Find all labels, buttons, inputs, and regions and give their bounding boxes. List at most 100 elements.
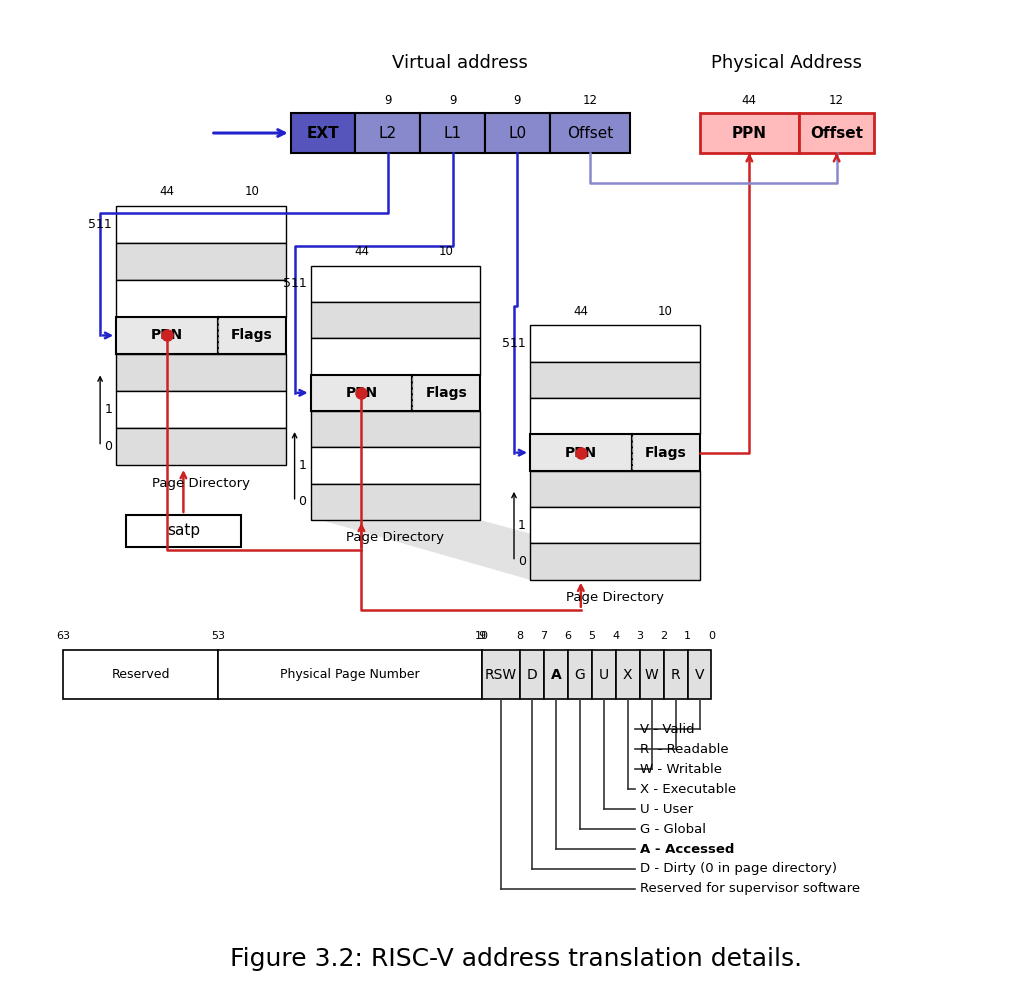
Text: 6: 6	[565, 630, 572, 640]
Text: 10: 10	[475, 630, 489, 640]
Bar	[412, 375, 480, 411]
Bar	[530, 362, 700, 399]
Text: L0: L0	[509, 126, 526, 141]
Text: V - Valid: V - Valid	[640, 723, 695, 736]
Bar	[218, 317, 286, 354]
Bar	[632, 435, 700, 471]
Text: EXT: EXT	[307, 126, 340, 141]
Bar	[700, 113, 799, 153]
Text: Physical Address: Physical Address	[711, 54, 863, 72]
Bar	[311, 448, 480, 484]
Text: 511: 511	[89, 218, 112, 231]
Text: 9: 9	[479, 630, 486, 640]
Bar	[664, 649, 687, 699]
Text: 44: 44	[742, 94, 756, 107]
Text: 4: 4	[612, 630, 619, 640]
Bar	[530, 399, 700, 435]
Text: 44: 44	[574, 305, 588, 318]
Bar	[311, 339, 480, 375]
Text: 2: 2	[660, 630, 667, 640]
Text: R  - Readable: R - Readable	[640, 743, 729, 756]
Bar	[311, 484, 480, 519]
Text: Flags: Flags	[645, 446, 686, 460]
Bar	[311, 375, 412, 411]
Text: 0: 0	[708, 630, 715, 640]
Bar	[550, 113, 630, 153]
Text: 3: 3	[636, 630, 643, 640]
Bar	[530, 543, 700, 579]
Text: 12: 12	[582, 94, 598, 107]
Polygon shape	[321, 519, 700, 579]
Bar	[485, 113, 550, 153]
Text: 0: 0	[298, 496, 307, 508]
Text: Virtual address: Virtual address	[392, 54, 528, 72]
Bar	[116, 280, 286, 317]
Bar	[568, 649, 591, 699]
Bar	[311, 411, 480, 448]
Text: PPN: PPN	[565, 446, 596, 460]
Text: 63: 63	[56, 630, 70, 640]
Text: Page Directory: Page Directory	[152, 477, 250, 490]
Text: V: V	[695, 667, 704, 681]
Text: 1: 1	[298, 459, 307, 472]
Bar	[311, 266, 480, 302]
Bar	[799, 113, 874, 153]
Text: X - Executable: X - Executable	[640, 782, 736, 795]
Text: PPN: PPN	[346, 386, 378, 400]
Text: 9: 9	[514, 94, 521, 107]
Text: 12: 12	[829, 94, 844, 107]
Text: 53: 53	[211, 630, 225, 640]
Text: 5: 5	[588, 630, 595, 640]
Text: Page Directory: Page Directory	[347, 531, 445, 544]
Text: Physical Page Number: Physical Page Number	[280, 668, 420, 681]
Text: R: R	[671, 667, 680, 681]
Text: Reserved: Reserved	[111, 668, 169, 681]
Bar	[116, 428, 286, 466]
Text: 10: 10	[245, 186, 259, 199]
Text: Page Directory: Page Directory	[566, 591, 664, 604]
Bar	[116, 354, 286, 391]
Text: satp: satp	[167, 523, 200, 538]
Bar	[63, 649, 218, 699]
Bar	[116, 243, 286, 280]
Bar	[218, 649, 482, 699]
Text: G - Global: G - Global	[640, 822, 706, 835]
Text: D - Dirty (0 in page directory): D - Dirty (0 in page directory)	[640, 862, 837, 875]
Text: 511: 511	[283, 278, 307, 291]
Bar	[687, 649, 711, 699]
Text: PPN: PPN	[151, 329, 183, 343]
Text: 44: 44	[354, 245, 368, 258]
Bar	[355, 113, 420, 153]
Bar	[520, 649, 544, 699]
Text: W - Writable: W - Writable	[640, 763, 721, 776]
Bar	[116, 391, 286, 428]
Text: 8: 8	[516, 630, 523, 640]
Text: G: G	[575, 667, 585, 681]
Text: Flags: Flags	[425, 386, 467, 400]
Text: W: W	[645, 667, 658, 681]
Bar	[530, 471, 700, 507]
Text: 10: 10	[439, 245, 454, 258]
Text: 0: 0	[518, 555, 526, 568]
Text: 44: 44	[159, 186, 174, 199]
Bar	[116, 317, 218, 354]
Text: X: X	[623, 667, 633, 681]
Text: RSW: RSW	[485, 667, 517, 681]
Text: 0: 0	[104, 441, 112, 454]
Text: Flags: Flags	[231, 329, 272, 343]
Text: L2: L2	[379, 126, 397, 141]
Bar	[530, 507, 700, 543]
Text: 511: 511	[503, 337, 526, 350]
Text: 1: 1	[684, 630, 691, 640]
Text: PPN: PPN	[732, 126, 767, 141]
Text: 10: 10	[658, 305, 673, 318]
Bar	[591, 649, 616, 699]
Text: Reserved for supervisor software: Reserved for supervisor software	[640, 882, 860, 895]
Bar	[311, 302, 480, 339]
Text: Figure 3.2: RISC-V address translation details.: Figure 3.2: RISC-V address translation d…	[230, 947, 802, 971]
Text: 9: 9	[449, 94, 456, 107]
Bar	[126, 514, 240, 546]
Text: A - Accessed: A - Accessed	[640, 842, 734, 855]
Bar	[420, 113, 485, 153]
Bar	[116, 206, 286, 243]
